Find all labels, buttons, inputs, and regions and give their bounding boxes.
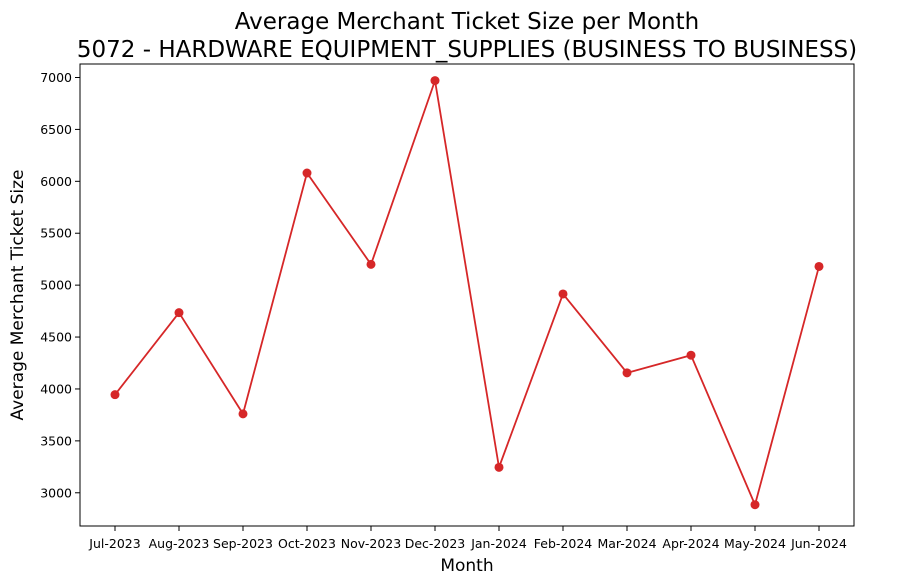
y-tick-label: 3500 [40, 433, 72, 448]
data-point [238, 409, 248, 419]
plot-area [79, 63, 855, 527]
data-point [558, 289, 568, 299]
y-tick-label: 4000 [40, 381, 72, 396]
series-line [114, 80, 820, 508]
chart-title: Average Merchant Ticket Size per Month [235, 9, 699, 35]
x-tick-label: Feb-2024 [534, 536, 593, 551]
x-tick-label: Mar-2024 [597, 536, 656, 551]
x-tick-label: May-2024 [724, 536, 786, 551]
y-tick-label: 5000 [40, 278, 72, 293]
x-tick-label: Aug-2023 [149, 536, 210, 551]
data-point [302, 168, 312, 178]
data-point [110, 390, 120, 400]
y-tick-label: 4500 [40, 330, 72, 345]
data-point [622, 368, 632, 378]
data-point [750, 500, 760, 510]
data-point [430, 76, 440, 86]
x-tick-label: Oct-2023 [278, 536, 336, 551]
x-tick-label: Jan-2024 [470, 536, 527, 551]
y-tick-label: 7000 [40, 70, 72, 85]
x-tick-label: Apr-2024 [662, 536, 719, 551]
data-point [814, 261, 824, 271]
y-axis-label: Average Merchant Ticket Size [8, 170, 28, 421]
data-point [686, 350, 696, 360]
series-layer [110, 76, 824, 510]
x-axis-label: Month [440, 556, 493, 576]
x-tick-label: Sep-2023 [213, 536, 273, 551]
y-tick-label: 6000 [40, 174, 72, 189]
x-tick-label: Jul-2023 [88, 536, 140, 551]
y-tick-label: 3000 [40, 485, 72, 500]
y-tick-label: 5500 [40, 226, 72, 241]
y-axis: 3000 3500 4000 4500 5000 5500 6000 6500 7000 [40, 70, 80, 500]
x-axis: Jul-2023 Aug-2023 Sep-2023 Oct-2023 Nov-2023… [88, 526, 847, 551]
data-point [494, 462, 504, 472]
data-point [366, 259, 376, 269]
x-tick-label: Dec-2023 [405, 536, 466, 551]
chart-subtitle: 5072 - HARDWARE EQUIPMENT_SUPPLIES (BUSI… [77, 37, 857, 63]
x-tick-label: Jun-2024 [790, 536, 847, 551]
data-point [174, 308, 184, 318]
y-tick-label: 6500 [40, 122, 72, 137]
x-tick-label: Nov-2023 [341, 536, 401, 551]
